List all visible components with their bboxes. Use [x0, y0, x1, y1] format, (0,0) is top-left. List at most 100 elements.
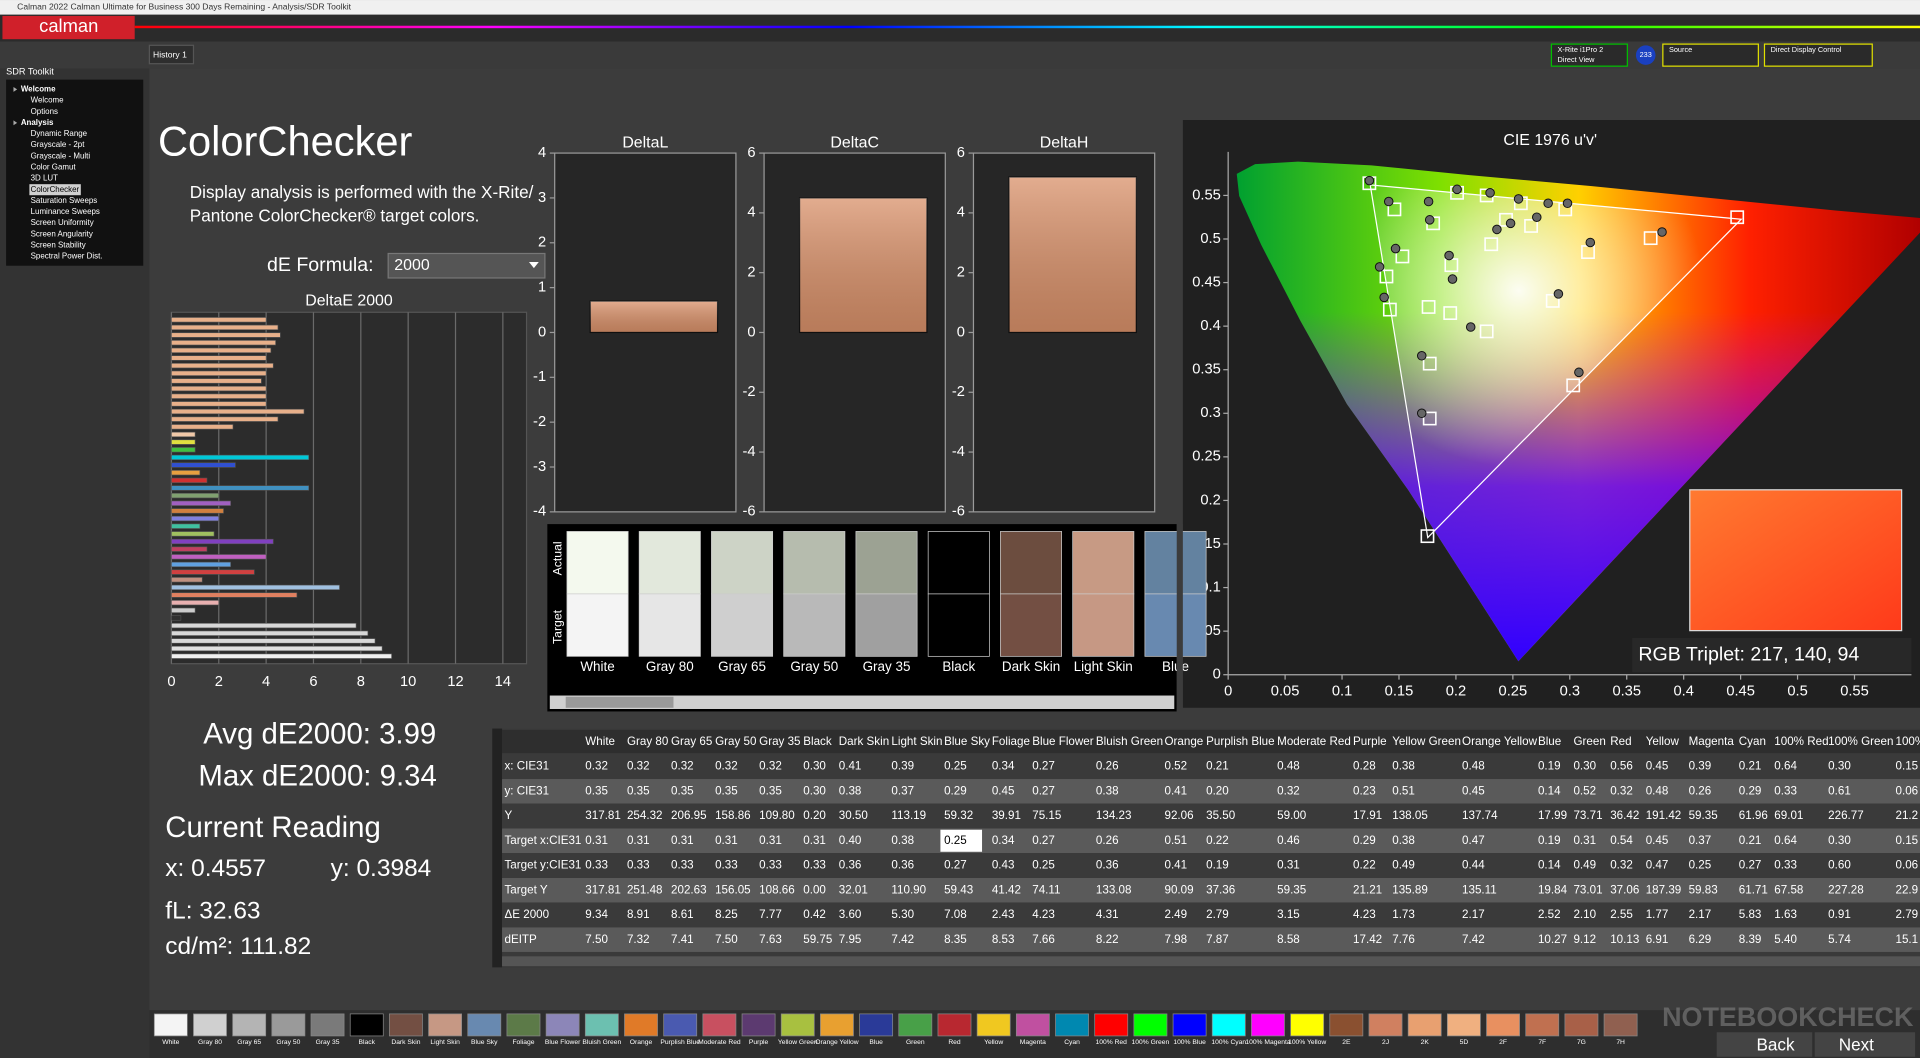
patch-button[interactable] [389, 1013, 423, 1037]
patch-button[interactable] [428, 1013, 463, 1037]
table-cell[interactable]: 0.48 [1646, 784, 1669, 797]
table-cell[interactable]: 0.29 [1353, 834, 1376, 847]
table-cell[interactable]: 0.27 [1032, 834, 1055, 847]
scroll-thumb[interactable] [565, 696, 674, 708]
table-cell[interactable]: 0.39 [1689, 760, 1712, 773]
nav-item[interactable]: 3D LUT [31, 174, 58, 183]
table-cell[interactable]: 0.41 [1164, 859, 1187, 872]
table-cell[interactable]: 187.39 [1646, 883, 1682, 896]
table-cell[interactable]: 6.91 [1646, 933, 1669, 946]
table-cell[interactable]: 0.32 [1610, 859, 1633, 872]
table-cell[interactable]: 0.35 [627, 784, 650, 797]
table-cell[interactable]: 0.43 [992, 859, 1015, 872]
table-cell[interactable]: 37.06 [1610, 883, 1639, 896]
table-cell[interactable]: 0.30 [1828, 760, 1851, 773]
table-cell[interactable]: 5.74 [1828, 933, 1851, 946]
table-cell[interactable]: 1.63 [1774, 908, 1797, 921]
patch-button[interactable] [1251, 1013, 1285, 1037]
table-cell[interactable]: 0.27 [1032, 784, 1055, 797]
table-cell[interactable]: 59.83 [1689, 883, 1718, 896]
patch-button[interactable] [976, 1013, 1011, 1037]
patch-button[interactable] [1368, 1013, 1403, 1037]
table-cell[interactable]: 0.31 [627, 834, 650, 847]
table-cell[interactable]: 0.44 [1462, 859, 1485, 872]
table-cell[interactable]: 0.35 [759, 784, 782, 797]
table-cell[interactable]: 0.51 [1164, 834, 1187, 847]
scrollbar[interactable] [549, 695, 1175, 709]
table-cell[interactable]: 0.27 [944, 859, 967, 872]
table-cell[interactable]: 0.30 [803, 760, 826, 773]
table-cell[interactable]: 110.90 [891, 883, 926, 896]
patch-button[interactable] [310, 1013, 345, 1037]
table-cell[interactable]: 7.95 [839, 933, 862, 946]
meter-box[interactable] [1550, 43, 1628, 67]
nav-item[interactable]: Color Gamut [31, 163, 77, 172]
table-cell[interactable]: 0.36 [1096, 859, 1119, 872]
table-cell[interactable]: 0.22 [1206, 834, 1229, 847]
table-cell[interactable]: 0.37 [1689, 834, 1712, 847]
table-cell[interactable]: 7.50 [585, 933, 608, 946]
table-cell[interactable]: 0.21 [1739, 834, 1762, 847]
table-cell[interactable]: 0.31 [715, 834, 738, 847]
table-cell[interactable]: 0.35 [585, 784, 608, 797]
table-cell[interactable]: 0.19 [1538, 760, 1561, 773]
table-cell[interactable]: 2.43 [992, 908, 1015, 921]
table-cell[interactable]: 158.86 [715, 809, 751, 822]
table-cell[interactable]: 19.84 [1538, 883, 1568, 896]
table-cell[interactable]: 0.49 [1392, 859, 1415, 872]
table-cell[interactable]: 8.25 [715, 908, 738, 921]
table-cell[interactable]: 133.08 [1096, 883, 1132, 896]
table-cell[interactable]: 8.91 [627, 908, 650, 921]
table-cell[interactable]: 0.15 [1896, 760, 1919, 773]
table-cell[interactable]: 0.32 [715, 760, 738, 773]
table-cell[interactable]: 5.83 [1739, 908, 1762, 921]
table-cell[interactable]: 7.42 [1462, 933, 1485, 946]
formula-dropdown[interactable] [387, 252, 546, 279]
patch-button[interactable] [1290, 1013, 1325, 1037]
table-cell[interactable]: 4.31 [1096, 908, 1119, 921]
nav-item[interactable]: Welcome [31, 96, 65, 105]
table-cell[interactable]: 0.38 [891, 834, 914, 847]
table-cell[interactable]: 73.71 [1573, 809, 1602, 822]
table-cell[interactable]: 74.11 [1032, 883, 1060, 896]
table-cell[interactable]: 0.30 [803, 784, 826, 797]
table-cell[interactable]: 0.31 [585, 834, 608, 847]
table-cell[interactable]: 206.95 [671, 809, 707, 822]
patch-button[interactable] [1329, 1013, 1364, 1037]
table-cell[interactable]: 2.79 [1206, 908, 1229, 921]
table-cell[interactable]: 7.41 [671, 933, 694, 946]
table-cell[interactable]: 8.58 [1277, 933, 1300, 946]
table-cell[interactable]: 156.05 [715, 883, 751, 896]
table-cell[interactable]: 0.28 [1353, 760, 1376, 773]
table-cell[interactable]: 8.22 [1096, 933, 1119, 946]
table-cell[interactable]: 0.33 [1774, 859, 1797, 872]
table-cell[interactable]: 0.23 [1353, 784, 1376, 797]
meter-badge[interactable] [1635, 45, 1656, 65]
patch-button[interactable] [780, 1013, 815, 1037]
table-cell[interactable]: 2.17 [1462, 908, 1485, 921]
table-cell[interactable]: 7.98 [1164, 933, 1187, 946]
table-cell[interactable]: 0.35 [671, 784, 694, 797]
table-cell[interactable]: 0.38 [1096, 784, 1119, 797]
table-cell[interactable]: 7.50 [715, 933, 738, 946]
table-cell[interactable]: 0.21 [1739, 760, 1762, 773]
table-cell[interactable]: 0.33 [715, 859, 738, 872]
patch-button[interactable] [1446, 1013, 1481, 1037]
table-cell[interactable]: 0.25 [944, 760, 967, 773]
patch-button[interactable] [1564, 1013, 1599, 1037]
table-cell[interactable]: 2.49 [1164, 908, 1187, 921]
table-cell[interactable]: 0.26 [1096, 834, 1119, 847]
table-cell[interactable]: 59.75 [803, 933, 832, 946]
patch-button[interactable] [937, 1013, 972, 1037]
patch-button[interactable] [741, 1013, 776, 1037]
table-cell[interactable]: 0.31 [671, 834, 694, 847]
patch-button[interactable] [1015, 1013, 1050, 1037]
table-cell[interactable]: 0.00 [803, 883, 826, 896]
table-cell[interactable]: 30.50 [839, 809, 869, 822]
patch-button[interactable] [349, 1013, 384, 1037]
table-cell[interactable]: 3.15 [1277, 908, 1300, 921]
patch-button[interactable] [702, 1013, 737, 1037]
table-cell[interactable]: 0.47 [1646, 859, 1669, 872]
back-button[interactable] [1716, 1032, 1813, 1057]
table-cell[interactable]: 0.48 [1462, 760, 1485, 773]
